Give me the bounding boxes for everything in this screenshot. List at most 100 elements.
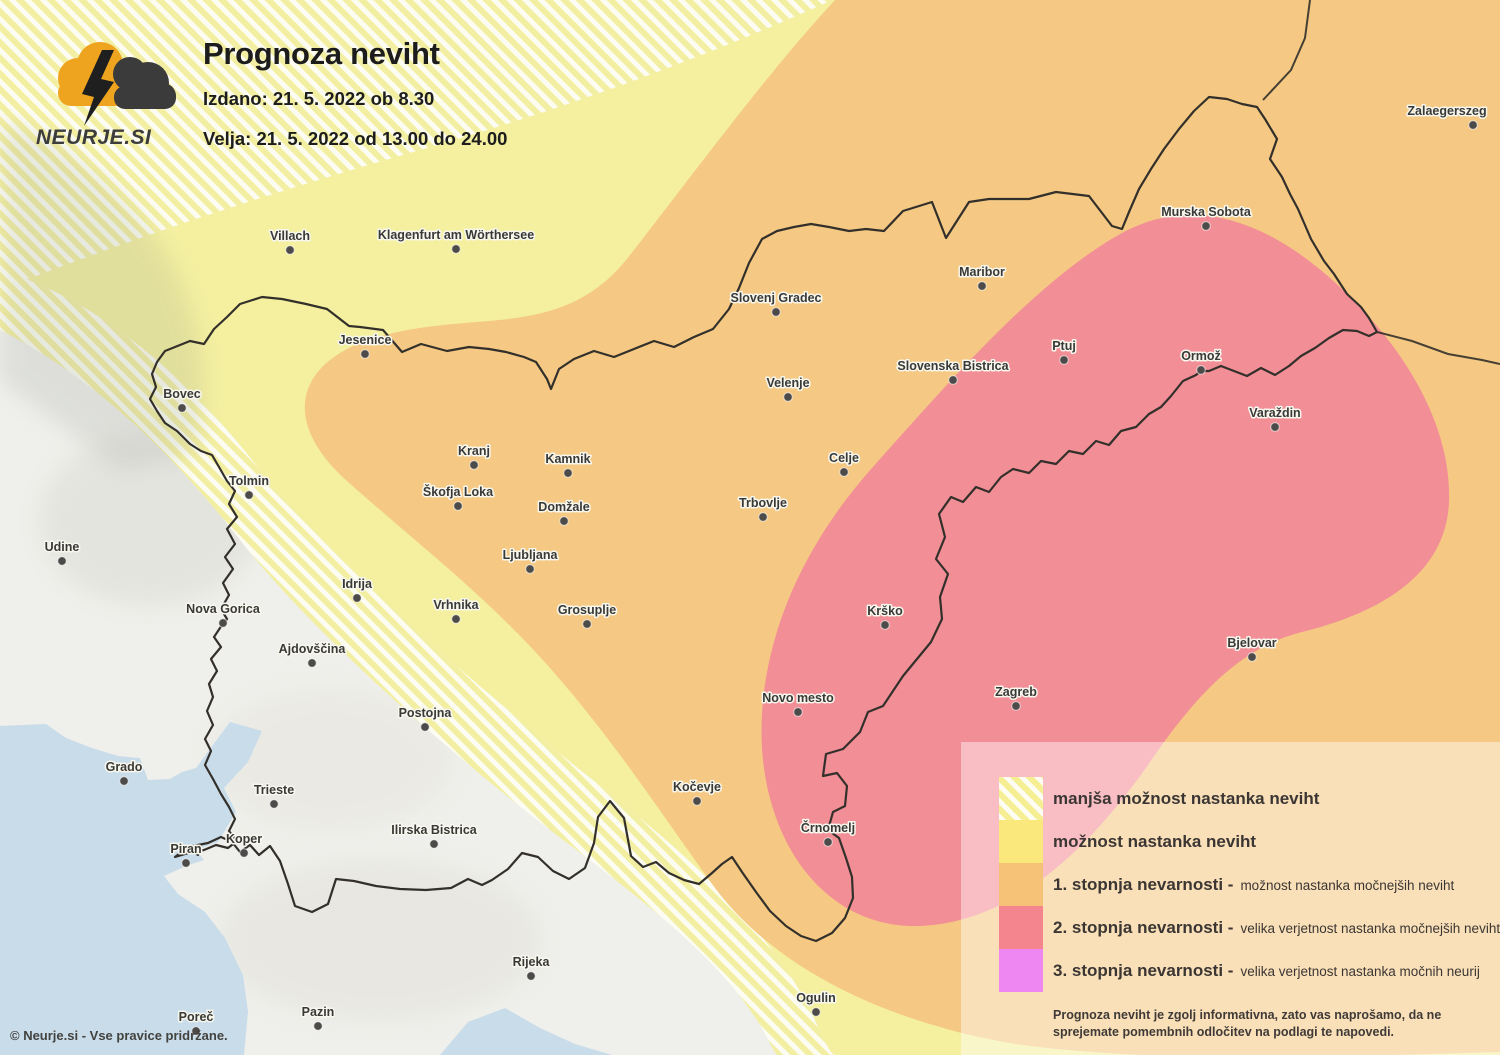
city-label: Bjelovar: [1227, 636, 1276, 650]
city-label: Ogulin: [796, 991, 836, 1005]
zone-hatch-top: [0, 0, 832, 290]
city-label: Škofja Loka: [423, 484, 494, 499]
city-marker: Koper: [224, 831, 264, 858]
city-marker: Krško: [866, 603, 905, 630]
border-slovenia: [148, 95, 1379, 943]
city-dot: [451, 614, 461, 624]
city-dot: [692, 796, 702, 806]
city-dot: [563, 468, 573, 478]
city-marker: Udine: [43, 539, 81, 566]
city-marker: Trbovlje: [738, 495, 789, 522]
legend-rows: manjša možnost nastanka neviht možnost na…: [999, 777, 1500, 992]
border-hu-hr: [1376, 331, 1500, 365]
legend-row: 3. stopnja nevarnosti - velika verjetnost…: [999, 949, 1500, 992]
city-marker: Rijeka: [511, 954, 552, 981]
city-label: Tolmin: [229, 474, 269, 488]
terrain-shade: [210, 690, 450, 830]
city-dot: [771, 307, 781, 317]
city-dot: [1059, 355, 1069, 365]
city-label: Ptuj: [1052, 339, 1076, 353]
city-dot: [119, 776, 129, 786]
city-dot: [360, 349, 370, 359]
city-marker: Grosuplje: [556, 602, 618, 629]
city-marker: Pazin: [300, 1004, 336, 1031]
terrain-alps-tint: [0, 120, 205, 470]
city-dot: [880, 620, 890, 630]
city-dot: [269, 799, 279, 809]
city-label: Krško: [867, 604, 903, 618]
legend-label-bold: možnost nastanka neviht: [1053, 831, 1257, 851]
city-label: Villach: [270, 229, 310, 243]
city-dot: [783, 392, 793, 402]
city-label: Pazin: [302, 1005, 335, 1019]
city-dot: [582, 619, 592, 629]
city-label: Domžale: [538, 500, 589, 514]
legend-swatch: [999, 949, 1043, 992]
city-marker: Jesenice: [337, 332, 393, 359]
city-dot: [313, 1021, 323, 1031]
legend-panel: manjša možnost nastanka neviht možnost na…: [961, 742, 1500, 1055]
city-marker: Slovenska Bistrica: [896, 358, 1011, 385]
city-marker: Vrhnika: [432, 597, 481, 624]
legend-swatch-hatch: [999, 777, 1043, 820]
city-dot: [57, 556, 67, 566]
cloud-lightning-icon: [58, 42, 176, 126]
neurje-logo: [58, 42, 176, 126]
legend-disclaimer: Prognoza neviht je zgolj informativna, z…: [1053, 1008, 1442, 1039]
city-label: Varaždin: [1249, 406, 1300, 420]
legend-swatch: [999, 906, 1043, 949]
legend-label: 3. stopnja nevarnosti - velika verjetnost…: [1053, 961, 1480, 981]
city-marker: Bovec: [162, 386, 202, 413]
city-dot: [758, 512, 768, 522]
city-marker: Ormož: [1180, 348, 1222, 375]
city-dot: [451, 244, 461, 254]
city-label: Vrhnika: [433, 598, 479, 612]
city-label: Celje: [829, 451, 859, 465]
legend-label-bold: 2. stopnja nevarnosti -: [1053, 917, 1234, 937]
city-markers: Villach Klagenfurt am Wörthersee Murska So…: [43, 103, 1488, 1036]
city-marker: Zalaegerszeg: [1406, 103, 1488, 130]
city-label: Velenje: [766, 376, 809, 390]
city-label: Koper: [226, 832, 262, 846]
city-label: Zalaegerszeg: [1407, 104, 1486, 118]
city-marker: Klagenfurt am Wörthersee: [376, 227, 536, 254]
city-label: Postojna: [399, 706, 453, 720]
city-marker: Kamnik: [544, 451, 592, 478]
city-label: Nova Gorica: [186, 602, 261, 616]
city-marker: Idrija: [341, 576, 374, 603]
zone-pink: [761, 214, 1450, 927]
city-label: Ajdovščina: [279, 642, 347, 656]
city-dot: [239, 848, 249, 858]
legend-label: 2. stopnja nevarnosti - velika verjetnost…: [1053, 918, 1500, 938]
city-dot: [307, 658, 317, 668]
legend-row: 1. stopnja nevarnosti - možnost nastanka …: [999, 863, 1500, 906]
city-marker: Bjelovar: [1226, 635, 1278, 662]
city-marker: Murska Sobota: [1160, 204, 1253, 231]
city-marker: Črnomelj: [799, 819, 857, 847]
city-dot: [793, 707, 803, 717]
city-marker: Kočevje: [672, 779, 723, 806]
city-marker: Velenje: [765, 375, 811, 402]
city-label: Zagreb: [995, 685, 1037, 699]
city-marker: Trieste: [252, 782, 296, 809]
city-dot: [839, 467, 849, 477]
city-marker: Ptuj: [1051, 338, 1077, 365]
city-dot: [352, 593, 362, 603]
city-marker: Ogulin: [795, 990, 837, 1017]
city-label: Piran: [170, 842, 201, 856]
page-title: Prognoza neviht: [203, 36, 440, 71]
city-label: Slovenj Gradec: [730, 291, 821, 305]
legend-label-bold: 1. stopnja nevarnosti -: [1053, 874, 1234, 894]
city-label: Novo mesto: [762, 691, 834, 705]
city-label: Klagenfurt am Wörthersee: [378, 228, 534, 242]
city-dot: [1196, 365, 1206, 375]
city-label: Kranj: [458, 444, 490, 458]
city-label: Grado: [106, 760, 143, 774]
city-dot: [526, 971, 536, 981]
city-label: Rijeka: [513, 955, 551, 969]
city-dot: [469, 460, 479, 470]
city-dot: [1270, 422, 1280, 432]
valid-line: Velja: 21. 5. 2022 od 13.00 do 24.00: [203, 128, 508, 149]
city-dot: [1011, 701, 1021, 711]
